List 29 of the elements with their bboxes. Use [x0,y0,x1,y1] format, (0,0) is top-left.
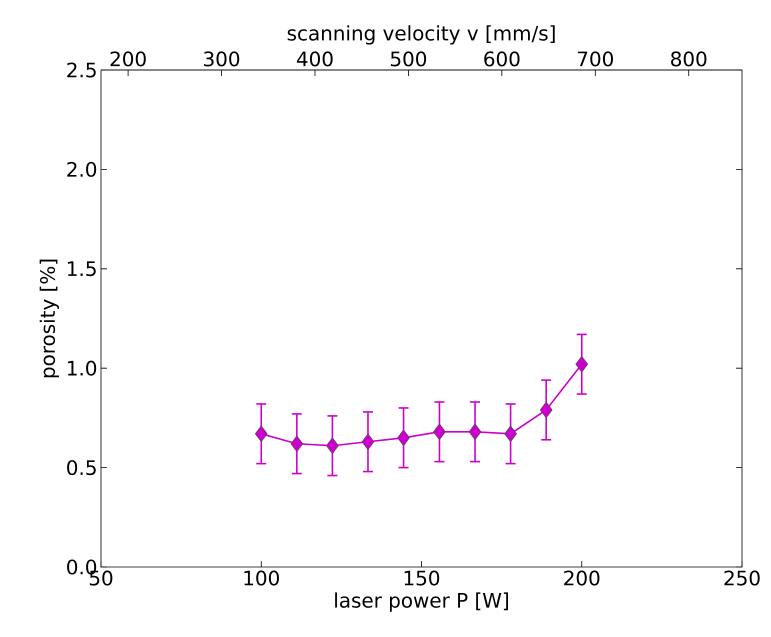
point [433,424,446,440]
x2-tick-label: 500 [390,51,426,66]
y-tick-label: 1.5 [68,261,96,276]
x2-axis-title: scanning velocity v [mm/s] [288,25,555,45]
point [540,402,552,418]
point [504,426,517,442]
x-tick-label: 150 [404,570,440,586]
x2-tick-label: 400 [296,51,333,66]
point [397,429,410,446]
x-tick-label: 100 [244,570,279,586]
point [290,435,304,452]
y-axis-title: porosity [%] [40,260,59,378]
x2-tick-label: 700 [578,51,613,66]
point [362,433,374,450]
x2-tick-label: 800 [671,51,706,66]
y-tick-label: 2.5 [67,62,96,78]
x2-tick-label: 200 [110,51,146,66]
y-tick-label: 2.0 [67,162,96,177]
x-tick-label: 200 [564,570,600,586]
point [326,437,339,454]
point [254,426,268,442]
y-tick-label: 0.5 [67,460,96,476]
x2-tick-label: 300 [204,51,240,66]
x-tick-label: 250 [724,570,760,586]
point [468,424,482,440]
x2-tick-label: 600 [484,51,520,66]
point [575,356,588,373]
y-tick-label: 1.0 [68,360,96,376]
x-axis-title: laser power P [W] [335,592,508,612]
